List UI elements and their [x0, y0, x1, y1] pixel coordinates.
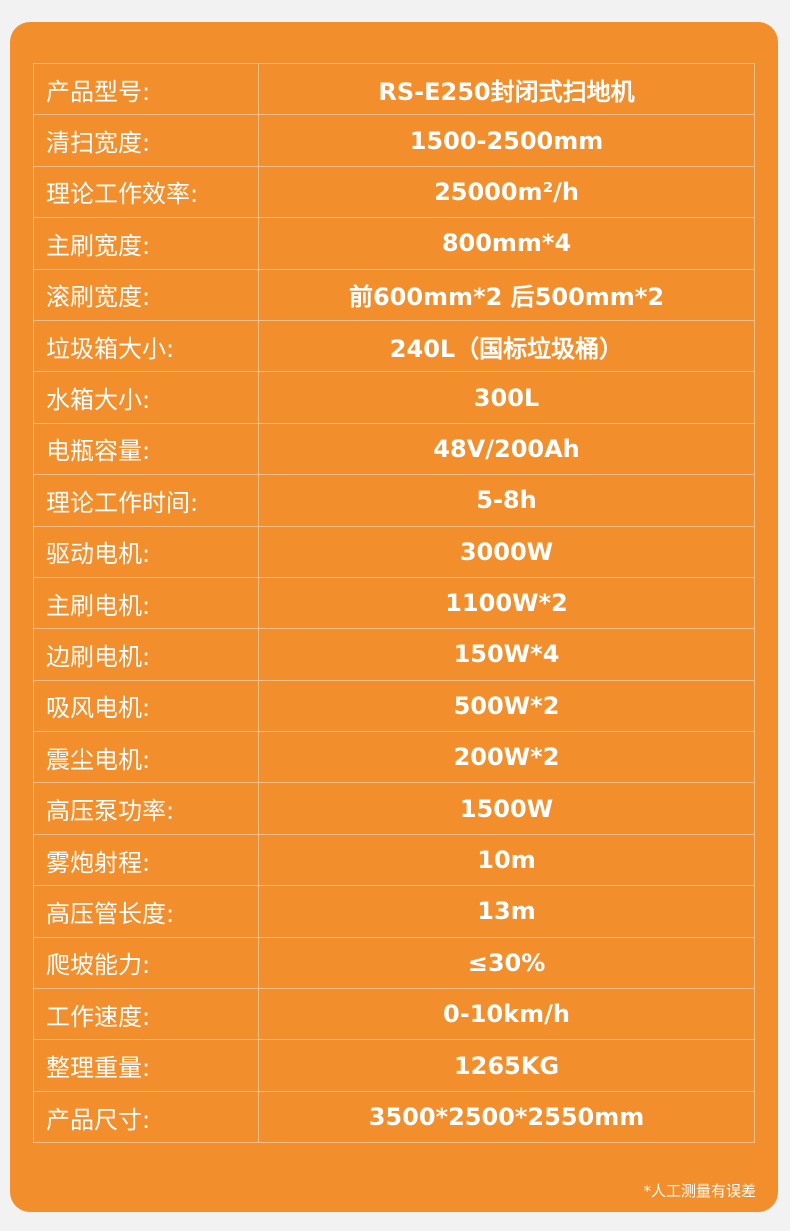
spec-row: 震尘电机: 200W*2	[33, 731, 755, 784]
spec-value: 150W*4	[258, 628, 755, 681]
spec-label: 主刷电机:	[33, 576, 259, 630]
spec-row: 主刷宽度: 800mm*4	[33, 217, 755, 270]
spec-value: ≤30%	[258, 936, 755, 990]
spec-label: 理论工作时间:	[33, 474, 259, 527]
spec-row: 垃圾箱大小: 240L（国标垃圾桶）	[33, 319, 755, 373]
spec-value: 500W*2	[258, 679, 755, 733]
spec-value: 1500-2500mm	[258, 114, 755, 167]
spec-row: 理论工作时间: 5-8h	[33, 474, 755, 527]
spec-row: 工作速度: 0-10km/h	[33, 988, 755, 1041]
spec-label: 清扫宽度:	[33, 114, 259, 167]
spec-row: 高压管长度: 13m	[33, 885, 755, 938]
spec-value: 240L（国标垃圾桶）	[258, 319, 755, 373]
spec-value: 1500W	[258, 782, 755, 835]
spec-row: 产品型号: RS-E250封闭式扫地机	[33, 62, 755, 116]
spec-label: 水箱大小:	[33, 371, 259, 424]
spec-value: 25000m²/h	[258, 165, 755, 219]
spec-label: 整理重量:	[33, 1039, 259, 1092]
spec-row: 整理重量: 1265KG	[33, 1039, 755, 1092]
spec-label: 垃圾箱大小:	[33, 319, 259, 373]
spec-row: 清扫宽度: 1500-2500mm	[33, 114, 755, 167]
spec-label: 主刷宽度:	[33, 217, 259, 270]
spec-value: RS-E250封闭式扫地机	[258, 62, 755, 116]
spec-label: 雾炮射程:	[33, 833, 259, 887]
spec-value: 300L	[258, 371, 755, 424]
spec-label: 吸风电机:	[33, 679, 259, 733]
spec-row: 高压泵功率: 1500W	[33, 782, 755, 835]
spec-label: 边刷电机:	[33, 628, 259, 681]
spec-row: 吸风电机: 500W*2	[33, 679, 755, 733]
spec-label: 工作速度:	[33, 988, 259, 1041]
spec-value: 200W*2	[258, 731, 755, 784]
spec-value: 1100W*2	[258, 576, 755, 630]
spec-label: 高压泵功率:	[33, 782, 259, 835]
spec-label: 震尘电机:	[33, 731, 259, 784]
spec-label: 爬坡能力:	[33, 936, 259, 990]
spec-value: 800mm*4	[258, 217, 755, 270]
spec-value: 5-8h	[258, 474, 755, 527]
spec-row: 雾炮射程: 10m	[33, 833, 755, 887]
spec-value: 10m	[258, 833, 755, 887]
spec-value: 前600mm*2 后500mm*2	[258, 268, 755, 321]
spec-row: 理论工作效率: 25000m²/h	[33, 165, 755, 219]
spec-card: 产品型号: RS-E250封闭式扫地机 清扫宽度: 1500-2500mm 理论工作效率…	[10, 22, 778, 1212]
spec-value: 3000W	[258, 525, 755, 578]
spec-label: 驱动电机:	[33, 525, 259, 578]
spec-row: 驱动电机: 3000W	[33, 525, 755, 578]
spec-label: 理论工作效率:	[33, 165, 259, 219]
spec-value: 1265KG	[258, 1039, 755, 1092]
spec-label: 产品尺寸:	[33, 1090, 259, 1144]
spec-row: 边刷电机: 150W*4	[33, 628, 755, 681]
spec-value: 3500*2500*2550mm	[258, 1090, 755, 1144]
spec-label: 电瓶容量:	[33, 422, 259, 476]
spec-row: 产品尺寸: 3500*2500*2550mm	[33, 1090, 755, 1144]
spec-row: 主刷电机: 1100W*2	[33, 576, 755, 630]
spec-row: 爬坡能力: ≤30%	[33, 936, 755, 990]
footnote: *人工测量有误差	[643, 1182, 756, 1200]
spec-label: 产品型号:	[33, 62, 259, 116]
spec-value: 0-10km/h	[258, 988, 755, 1041]
spec-label: 高压管长度:	[33, 885, 259, 938]
spec-row: 水箱大小: 300L	[33, 371, 755, 424]
spec-value: 13m	[258, 885, 755, 938]
spec-value: 48V/200Ah	[258, 422, 755, 476]
spec-label: 滚刷宽度:	[33, 268, 259, 321]
spec-table: 产品型号: RS-E250封闭式扫地机 清扫宽度: 1500-2500mm 理论工作效率…	[33, 62, 755, 1144]
spec-row: 滚刷宽度: 前600mm*2 后500mm*2	[33, 268, 755, 321]
spec-row: 电瓶容量: 48V/200Ah	[33, 422, 755, 476]
